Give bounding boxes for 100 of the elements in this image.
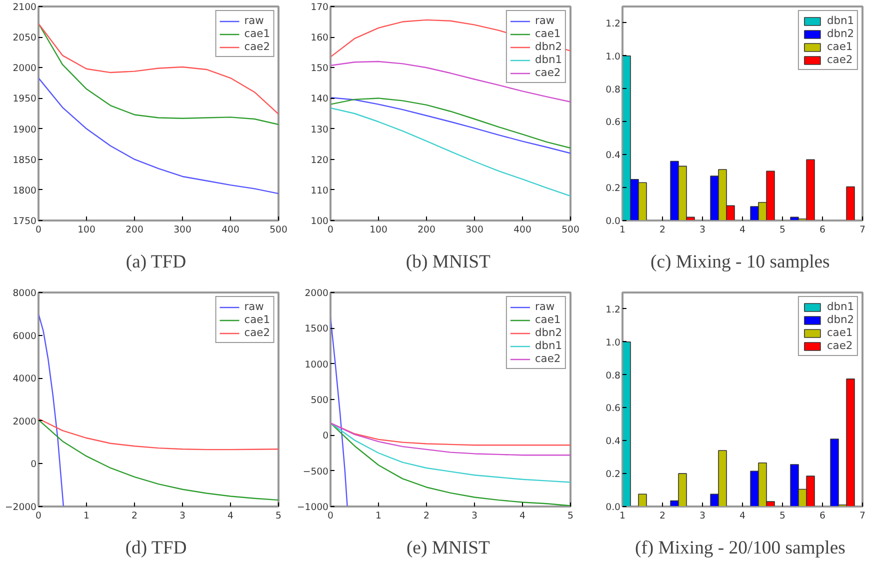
x-tick-label: 500 (562, 224, 580, 236)
legend-label: raw (534, 300, 555, 313)
x-tick-label: 2 (660, 510, 666, 522)
x-tick-label: 1 (84, 510, 90, 522)
text: (d) TFD (125, 538, 187, 558)
legend-label: cae1 (534, 27, 561, 40)
text: (c) Mixing - 10 samples (650, 252, 830, 272)
legend-label: cae2 (244, 326, 270, 339)
x-tick-label: 100 (78, 224, 96, 236)
y-tick-label: −1000 (296, 502, 329, 513)
y-tick-label: 1850 (12, 154, 37, 166)
x-tick-label: 7 (860, 224, 866, 236)
x-tick-label: 4 (228, 510, 234, 522)
y-tick-label: 160 (310, 32, 329, 44)
x-tick-label: 5 (568, 510, 574, 522)
x-tick-label: 1 (620, 224, 626, 236)
legend-label: dbn1 (534, 53, 562, 66)
y-tick-label: 0.2 (606, 183, 621, 194)
y-tick-label: 0.4 (606, 436, 621, 448)
legend-label: cae2 (534, 352, 561, 365)
x-tick-label: 300 (466, 224, 484, 236)
y-tick-label: 120 (310, 154, 329, 166)
x-tick-label: 1 (376, 510, 382, 522)
y-tick-label: 1.0 (606, 337, 621, 348)
x-tick-label: 2 (132, 510, 138, 522)
x-tick-label: 1 (620, 510, 626, 522)
x-tick-label: 400 (514, 224, 532, 236)
x-tick-label: 3 (700, 510, 706, 522)
y-tick-label: 2050 (12, 32, 37, 44)
y-tick-label: 0.6 (606, 403, 621, 414)
y-tick-label: 0.4 (606, 150, 621, 162)
legend-label: cae2 (826, 53, 853, 66)
y-tick-label: 8000 (12, 288, 37, 299)
y-tick-label: 0.0 (606, 502, 621, 513)
legend-label: cae2 (534, 66, 561, 79)
legend-label: dbn2 (826, 27, 854, 40)
y-tick-label: 1.2 (606, 304, 621, 316)
x-tick-label: 300 (174, 224, 192, 236)
legend-label: cae2 (826, 339, 853, 352)
text: (a) TFD (126, 252, 186, 272)
text: (f) Mixing - 20/100 samples (634, 538, 846, 558)
y-tick-label: 100 (310, 216, 329, 227)
legend-label: dbn2 (534, 40, 562, 53)
x-tick-label: 200 (418, 224, 436, 236)
legend-label: cae1 (826, 40, 853, 53)
x-tick-label: 500 (270, 224, 288, 236)
legend-label: dbn1 (826, 300, 854, 313)
y-tick-label: 2100 (12, 2, 37, 13)
y-tick-label: 0 (30, 459, 37, 470)
text: (e) MNIST (406, 538, 490, 558)
x-tick-label: 7 (860, 510, 866, 522)
y-tick-label: 0.2 (606, 469, 621, 480)
legend-label: dbn2 (534, 326, 562, 339)
text: (b) MNIST (406, 252, 492, 272)
legend-label: cae1 (826, 326, 853, 339)
legend-label: dbn1 (534, 339, 562, 352)
legend-label: cae2 (244, 40, 270, 53)
y-tick-label: 2000 (12, 416, 37, 428)
y-tick-label: 1950 (12, 94, 37, 105)
y-tick-label: 4000 (12, 374, 37, 385)
legend-label: raw (534, 14, 555, 27)
y-tick-label: −2000 (4, 502, 37, 513)
x-tick-label: 6 (820, 224, 826, 236)
legend-label: dbn1 (826, 14, 854, 27)
legend-label: cae1 (244, 313, 270, 326)
x-tick-label: 5 (780, 224, 786, 236)
x-tick-label: 3 (180, 510, 186, 522)
x-tick-label: 400 (222, 224, 240, 236)
y-tick-label: 0.6 (606, 117, 621, 128)
legend-label: cae1 (244, 27, 270, 40)
y-tick-label: 1000 (304, 359, 329, 370)
y-tick-label: 1500 (304, 324, 329, 335)
x-tick-label: 3 (472, 510, 478, 522)
x-tick-label: 4 (740, 224, 746, 236)
y-tick-label: 1750 (12, 216, 37, 227)
y-tick-label: 2000 (12, 63, 37, 74)
x-tick-label: 5 (780, 510, 786, 522)
y-tick-label: 0.8 (606, 370, 621, 382)
y-tick-label: 6000 (12, 330, 37, 342)
y-tick-label: 1800 (12, 185, 37, 196)
y-tick-label: 110 (310, 185, 329, 196)
legend-label: raw (244, 300, 264, 313)
legend-label: cae1 (534, 313, 561, 326)
y-tick-label: 1.2 (606, 18, 621, 30)
legend-label: raw (244, 14, 264, 27)
y-tick-label: 0.0 (606, 216, 621, 227)
y-tick-label: 0.8 (606, 84, 621, 96)
y-tick-label: 140 (310, 94, 329, 105)
x-tick-label: 100 (370, 224, 388, 236)
y-tick-label: 1.0 (606, 51, 621, 62)
y-tick-label: 1900 (12, 124, 37, 136)
y-tick-label: 0 (322, 430, 329, 442)
y-tick-label: 170 (310, 2, 329, 13)
y-tick-label: 130 (310, 124, 329, 136)
y-tick-label: −500 (302, 466, 329, 478)
x-tick-label: 4 (740, 510, 746, 522)
x-tick-label: 4 (520, 510, 526, 522)
x-tick-label: 3 (700, 224, 706, 236)
y-tick-label: 2000 (304, 288, 329, 299)
x-tick-label: 2 (424, 510, 430, 522)
